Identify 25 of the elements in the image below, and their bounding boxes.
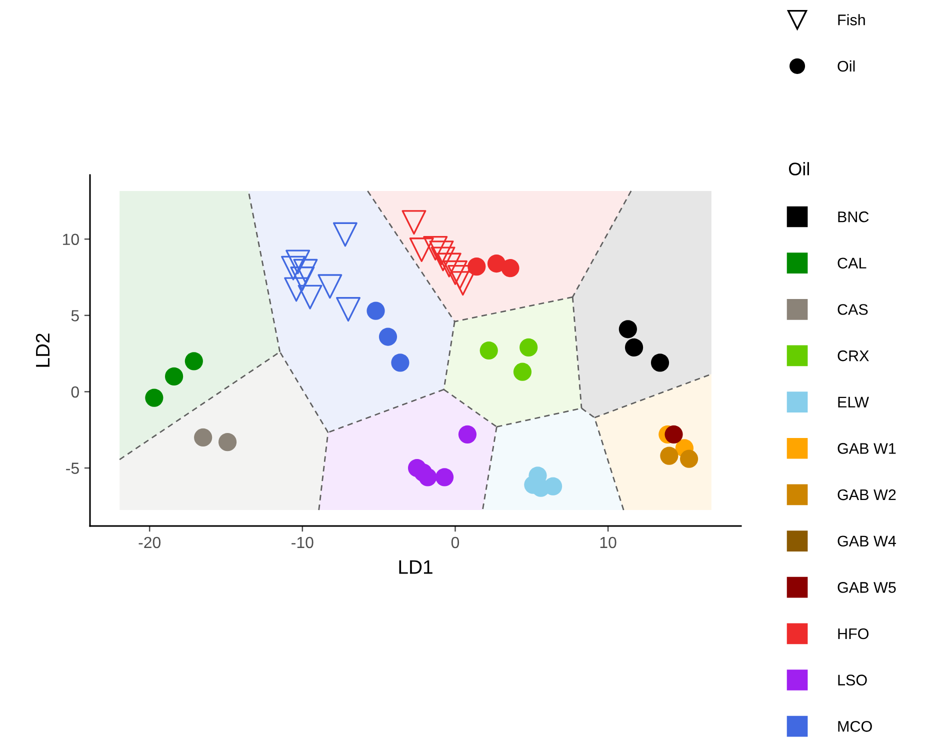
legend-label: ELW [838, 396, 869, 408]
legend-label: GAB W2 [838, 489, 896, 500]
legend-label: HFO [838, 628, 869, 640]
legend-label: MCO [838, 721, 872, 732]
x-tick-label: 0 [451, 536, 460, 548]
x-axis-title: LD1 [399, 560, 432, 574]
legend-label: GAB W1 [838, 443, 896, 454]
x-tick-label: -10 [292, 536, 314, 548]
legend-label: BNC [838, 211, 869, 222]
y-tick-label: -5 [66, 462, 79, 474]
x-tick-label: -20 [138, 536, 161, 548]
y-axis-title: LD2 [36, 334, 50, 367]
y-tick-label: 0 [71, 386, 79, 398]
legend-label: GAB W4 [838, 536, 896, 547]
legend-label: LSO [838, 674, 867, 686]
y-tick-label: 5 [71, 310, 79, 322]
legend-label: Oil [838, 60, 855, 72]
legend-title: Oil [788, 162, 809, 176]
x-tick-label: 10 [600, 536, 616, 548]
legend-label: CRX [838, 350, 869, 362]
legend-label: Fish [838, 14, 865, 26]
y-tick-label: 10 [63, 234, 79, 246]
legend-label: CAS [838, 304, 868, 315]
legend-label: CAL [838, 258, 866, 269]
legend-label: GAB W5 [838, 582, 896, 593]
